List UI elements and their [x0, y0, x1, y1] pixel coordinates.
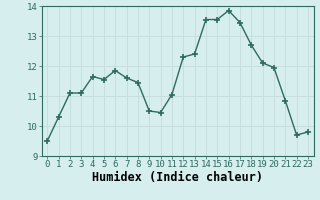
X-axis label: Humidex (Indice chaleur): Humidex (Indice chaleur) — [92, 171, 263, 184]
